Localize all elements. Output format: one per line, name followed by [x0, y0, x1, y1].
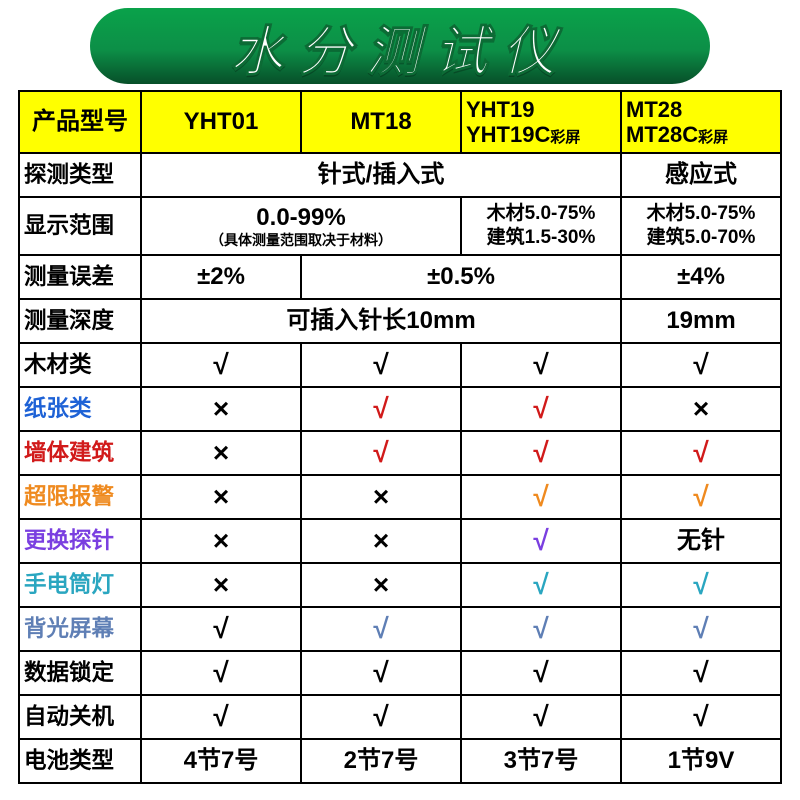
cell: 针式/插入式	[141, 153, 621, 197]
table-row: 木材类√√√√	[19, 343, 781, 387]
check-icon: √	[141, 695, 301, 739]
check-icon: √	[301, 431, 461, 475]
check-icon: √	[141, 343, 301, 387]
header-col-2: YHT19YHT19C彩屏	[461, 91, 621, 153]
row-label: 探测类型	[19, 153, 141, 197]
cross-icon: ×	[141, 387, 301, 431]
check-icon: √	[461, 343, 621, 387]
check-icon: √	[461, 607, 621, 651]
cross-icon: ×	[301, 519, 461, 563]
cell: 4节7号	[141, 739, 301, 783]
cell: ±2%	[141, 255, 301, 299]
check-icon: √	[621, 563, 781, 607]
cross-icon: ×	[141, 563, 301, 607]
header-col-1: MT18	[301, 91, 461, 153]
table-head: 产品型号YHT01MT18YHT19YHT19C彩屏MT28MT28C彩屏	[19, 91, 781, 153]
check-icon: √	[621, 607, 781, 651]
cross-icon: ×	[301, 563, 461, 607]
check-icon: √	[301, 387, 461, 431]
check-icon: √	[301, 695, 461, 739]
check-icon: √	[621, 431, 781, 475]
table-row: 电池类型4节7号2节7号3节7号1节9V	[19, 739, 781, 783]
cross-icon: ×	[141, 431, 301, 475]
row-label: 显示范围	[19, 197, 141, 255]
cell: 3节7号	[461, 739, 621, 783]
cross-icon: ×	[141, 519, 301, 563]
cross-icon: ×	[141, 475, 301, 519]
cell: 可插入针长10mm	[141, 299, 621, 343]
spec-table: 产品型号YHT01MT18YHT19YHT19C彩屏MT28MT28C彩屏 探测…	[18, 90, 782, 784]
row-label: 纸张类	[19, 387, 141, 431]
title-pill: 水分测试仪	[90, 8, 710, 84]
cell: ±4%	[621, 255, 781, 299]
table-row: 数据锁定√√√√	[19, 651, 781, 695]
check-icon: √	[461, 563, 621, 607]
row-label: 墙体建筑	[19, 431, 141, 475]
check-icon: √	[621, 651, 781, 695]
header-col-0: YHT01	[141, 91, 301, 153]
row-label: 测量深度	[19, 299, 141, 343]
cross-icon: ×	[621, 387, 781, 431]
check-icon: √	[621, 695, 781, 739]
check-icon: √	[621, 475, 781, 519]
row-label: 数据锁定	[19, 651, 141, 695]
table-row: 测量深度可插入针长10mm19mm	[19, 299, 781, 343]
page-title: 水分测试仪	[230, 7, 570, 86]
row-label: 更换探针	[19, 519, 141, 563]
check-icon: √	[301, 651, 461, 695]
cell: 19mm	[621, 299, 781, 343]
check-icon: √	[461, 475, 621, 519]
table-row: 自动关机√√√√	[19, 695, 781, 739]
check-icon: √	[461, 651, 621, 695]
cross-icon: ×	[301, 475, 461, 519]
table-row: 显示范围0.0-99%（具体测量范围取决于材料）木材5.0-75%建筑1.5-3…	[19, 197, 781, 255]
table-row: 手电筒灯××√√	[19, 563, 781, 607]
row-label: 测量误差	[19, 255, 141, 299]
row-label: 木材类	[19, 343, 141, 387]
row-label: 自动关机	[19, 695, 141, 739]
cell: 无针	[621, 519, 781, 563]
check-icon: √	[461, 519, 621, 563]
check-icon: √	[621, 343, 781, 387]
check-icon: √	[141, 607, 301, 651]
table-row: 更换探针××√无针	[19, 519, 781, 563]
cell: 木材5.0-75%建筑5.0-70%	[621, 197, 781, 255]
row-label: 电池类型	[19, 739, 141, 783]
header-label: 产品型号	[19, 91, 141, 153]
table-body: 探测类型针式/插入式感应式显示范围0.0-99%（具体测量范围取决于材料）木材5…	[19, 153, 781, 783]
check-icon: √	[301, 607, 461, 651]
check-icon: √	[461, 387, 621, 431]
table-row: 墙体建筑×√√√	[19, 431, 781, 475]
check-icon: √	[141, 651, 301, 695]
table-row: 超限报警××√√	[19, 475, 781, 519]
row-label: 背光屏幕	[19, 607, 141, 651]
check-icon: √	[461, 695, 621, 739]
cell: ±0.5%	[301, 255, 621, 299]
page-wrap: 水分测试仪 产品型号YHT01MT18YHT19YHT19C彩屏MT28MT28…	[0, 0, 800, 784]
table-row: 纸张类×√√×	[19, 387, 781, 431]
cell: 木材5.0-75%建筑1.5-30%	[461, 197, 621, 255]
header-col-3: MT28MT28C彩屏	[621, 91, 781, 153]
table-row: 测量误差±2%±0.5%±4%	[19, 255, 781, 299]
check-icon: √	[461, 431, 621, 475]
cell: 0.0-99%（具体测量范围取决于材料）	[141, 197, 461, 255]
table-row: 探测类型针式/插入式感应式	[19, 153, 781, 197]
cell: 2节7号	[301, 739, 461, 783]
table-row: 背光屏幕√√√√	[19, 607, 781, 651]
cell: 感应式	[621, 153, 781, 197]
row-label: 手电筒灯	[19, 563, 141, 607]
cell: 1节9V	[621, 739, 781, 783]
row-label: 超限报警	[19, 475, 141, 519]
check-icon: √	[301, 343, 461, 387]
